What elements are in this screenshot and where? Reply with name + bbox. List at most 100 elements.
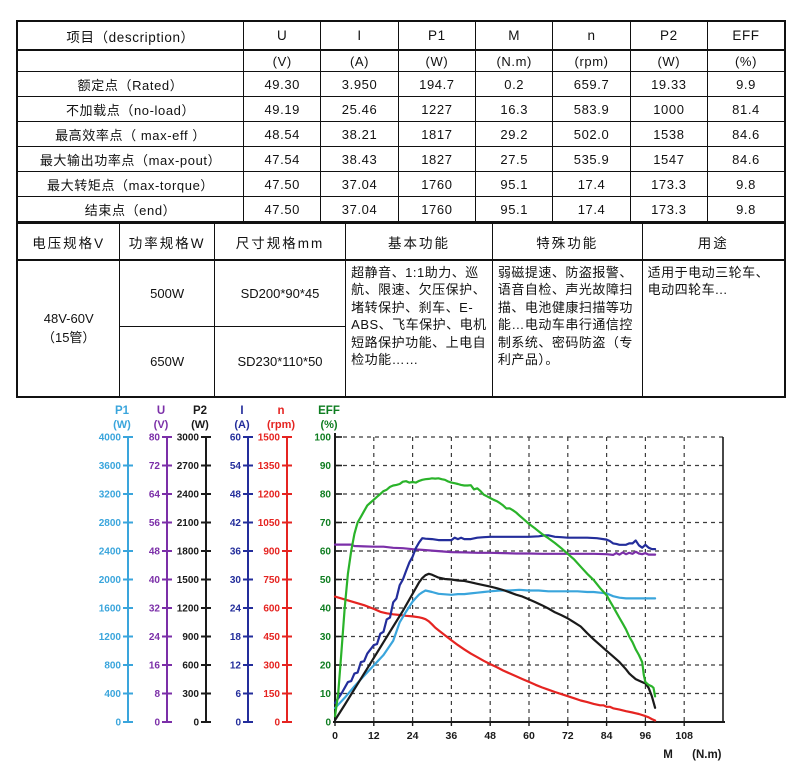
svg-text:2700: 2700 (177, 461, 200, 472)
unit-cell: (rpm) (552, 49, 631, 72)
svg-text:0: 0 (154, 718, 160, 729)
size-cell: SD200*90*45 (213, 259, 347, 327)
svg-text:1500: 1500 (177, 575, 200, 586)
column-header-u: U (243, 20, 322, 51)
value-cell: 49.30 (243, 71, 322, 97)
column-header-i: I (320, 20, 399, 51)
size-cell: SD230*110*50 (213, 326, 347, 398)
svg-text:6: 6 (235, 689, 241, 700)
svg-text:3600: 3600 (99, 461, 122, 472)
value-cell: 1760 (397, 196, 477, 223)
svg-text:(W): (W) (113, 419, 131, 431)
svg-text:1600: 1600 (99, 604, 122, 615)
svg-text:24: 24 (407, 730, 419, 742)
table-header-row: 项目（description） U I P1 M n P2 EFF (16, 20, 786, 51)
svg-text:0: 0 (115, 718, 121, 729)
value-cell: 535.9 (552, 146, 631, 172)
svg-text:300: 300 (182, 689, 199, 700)
value-cell: 38.43 (320, 146, 399, 172)
svg-text:80: 80 (320, 490, 332, 501)
row-label: 最高效率点（ max-eff ） (16, 121, 245, 147)
svg-text:72: 72 (562, 730, 574, 742)
unit-cell: (%) (707, 49, 786, 72)
spec-header-row: 电压规格V 功率规格W 尺寸规格mm 基本功能 特殊功能 用途 (16, 222, 786, 261)
value-cell: 47.50 (243, 171, 322, 197)
svg-text:30: 30 (320, 632, 332, 643)
svg-text:2400: 2400 (99, 547, 122, 558)
column-header-m: M (475, 20, 554, 51)
value-cell: 17.4 (552, 196, 631, 223)
svg-text:M: M (663, 749, 673, 761)
value-cell: 1817 (397, 121, 477, 147)
value-cell: 95.1 (475, 196, 554, 223)
value-cell: 1538 (629, 121, 709, 147)
svg-text:2100: 2100 (177, 518, 200, 529)
svg-text:60: 60 (320, 547, 332, 558)
value-cell: 9.8 (707, 171, 786, 197)
value-cell: 16.3 (475, 96, 554, 122)
svg-text:600: 600 (182, 661, 199, 672)
table-row-noload: 不加载点（no-load） 49.19 25.46 1227 16.3 583.… (16, 96, 786, 122)
svg-text:2400: 2400 (177, 490, 200, 501)
svg-text:10: 10 (320, 689, 332, 700)
svg-text:2000: 2000 (99, 575, 122, 586)
svg-text:48: 48 (230, 490, 242, 501)
value-cell: 1000 (629, 96, 709, 122)
column-header-p2: P2 (629, 20, 709, 51)
unit-cell: (A) (320, 49, 399, 72)
table-row-end: 结束点（end） 47.50 37.04 1760 95.1 17.4 173.… (16, 196, 786, 223)
basic-functions-cell: 超静音、1:1助力、巡航、限速、欠压保护、堵转保护、刹车、E-ABS、飞车保护、… (345, 259, 493, 398)
performance-table: 项目（description） U I P1 M n P2 EFF (V) (A… (16, 20, 786, 223)
svg-text:(V): (V) (154, 419, 169, 431)
svg-text:900: 900 (263, 547, 280, 558)
svg-text:12: 12 (230, 661, 242, 672)
value-cell: 17.4 (552, 171, 631, 197)
svg-text:70: 70 (320, 518, 332, 529)
table-row-maxtorque: 最大转矩点（max-torque） 47.50 37.04 1760 95.1 … (16, 171, 786, 197)
value-cell: 84.6 (707, 121, 786, 147)
value-cell: 1547 (629, 146, 709, 172)
spec-table: 电压规格V 功率规格W 尺寸规格mm 基本功能 特殊功能 用途 48V-60V … (16, 222, 786, 398)
table-row-rated: 额定点（Rated） 49.30 3.950 194.7 0.2 659.7 1… (16, 71, 786, 97)
svg-text:400: 400 (104, 689, 121, 700)
column-header-p1: P1 (397, 20, 477, 51)
svg-text:60: 60 (523, 730, 535, 742)
svg-text:3200: 3200 (99, 490, 122, 501)
svg-text:150: 150 (263, 689, 280, 700)
value-cell: 659.7 (552, 71, 631, 97)
power-cell: 500W (119, 259, 215, 327)
svg-text:1050: 1050 (258, 518, 281, 529)
svg-text:48: 48 (484, 730, 496, 742)
value-cell: 194.7 (397, 71, 477, 97)
value-cell: 29.2 (475, 121, 554, 147)
svg-text:42: 42 (230, 518, 242, 529)
unit-cell (16, 49, 245, 72)
performance-chart-canvas: 040080012001600200024002800320036004000P… (99, 405, 725, 761)
unit-cell: (W) (397, 49, 477, 72)
svg-text:50: 50 (320, 575, 332, 586)
svg-text:450: 450 (263, 632, 280, 643)
value-cell: 47.50 (243, 196, 322, 223)
svg-text:12: 12 (368, 730, 380, 742)
svg-text:36: 36 (446, 730, 458, 742)
svg-text:(rpm): (rpm) (267, 419, 295, 431)
svg-text:1500: 1500 (258, 433, 281, 444)
voltage-spec-cell: 48V-60V （15管） (16, 259, 121, 398)
svg-text:72: 72 (149, 461, 161, 472)
svg-text:56: 56 (149, 518, 161, 529)
column-header-eff: EFF (707, 20, 786, 51)
svg-text:(A): (A) (234, 419, 250, 431)
row-label: 最大转矩点（max-torque） (16, 171, 245, 197)
value-cell: 173.3 (629, 171, 709, 197)
column-header-special-functions: 特殊功能 (491, 222, 643, 261)
svg-text:30: 30 (230, 575, 242, 586)
svg-text:64: 64 (149, 490, 161, 501)
special-functions-cell: 弱磁提速、防盗报警、语音自检、声光故障扫描、电池健康扫描等功能…电动车串行通信控… (491, 259, 643, 398)
svg-text:1800: 1800 (177, 547, 200, 558)
svg-text:750: 750 (263, 575, 280, 586)
column-header-size-spec: 尺寸规格mm (213, 222, 347, 261)
value-cell: 81.4 (707, 96, 786, 122)
column-header-voltage-spec: 电压规格V (16, 222, 121, 261)
svg-text:4000: 4000 (99, 433, 122, 444)
